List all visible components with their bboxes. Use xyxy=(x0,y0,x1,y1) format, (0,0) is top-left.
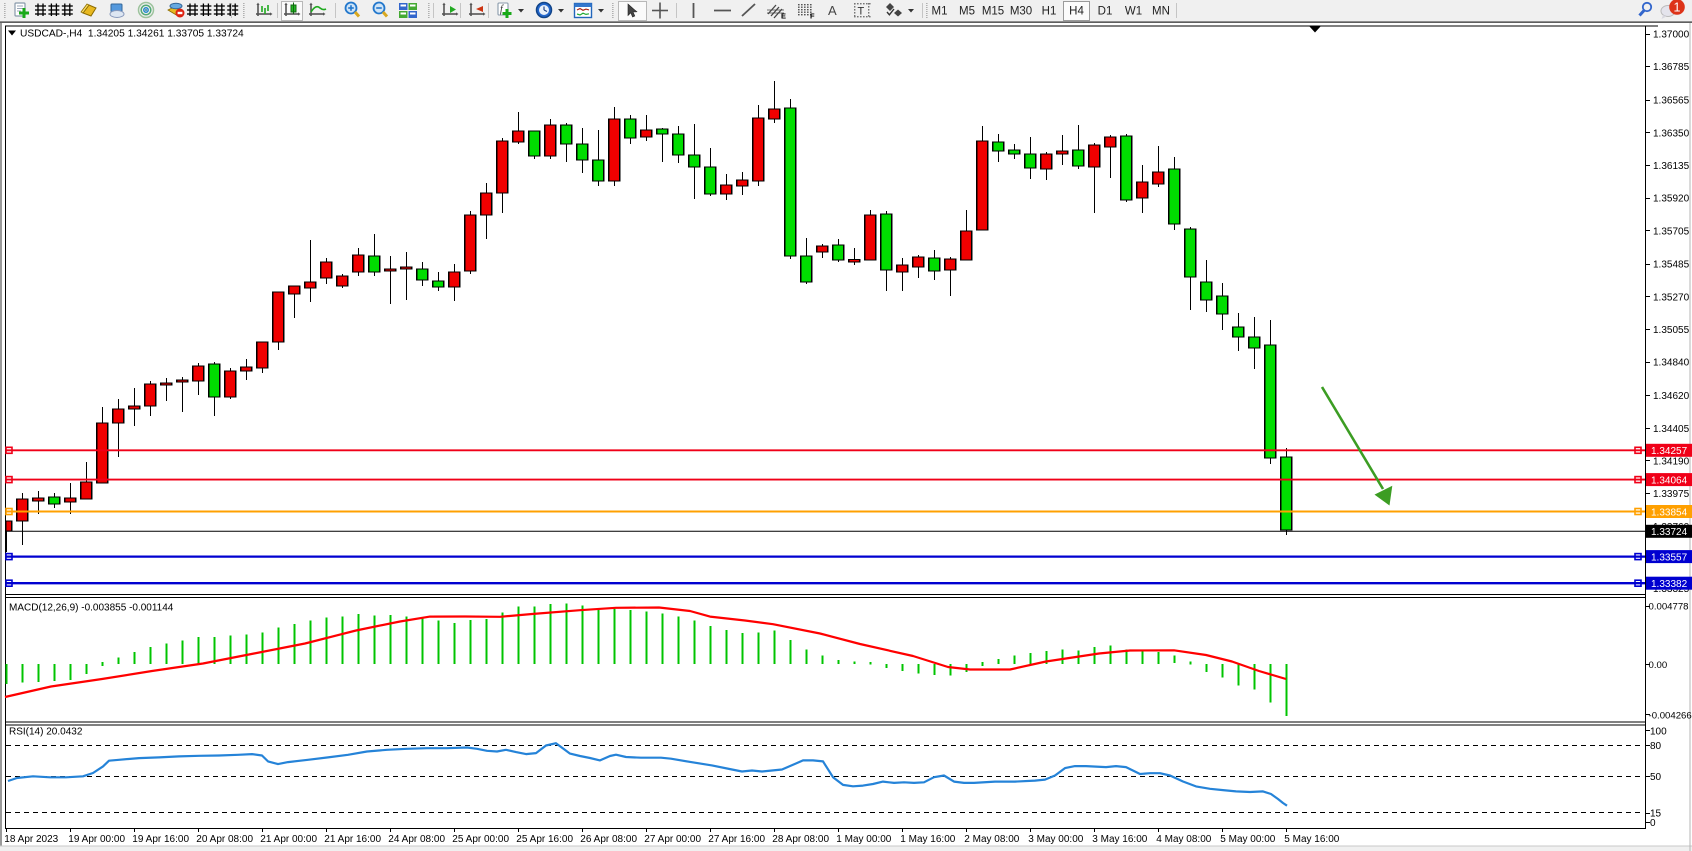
svg-text:1.36785: 1.36785 xyxy=(1653,62,1690,73)
svg-text:1.33975: 1.33975 xyxy=(1653,489,1690,500)
svg-text:27 Apr 16:00: 27 Apr 16:00 xyxy=(708,834,765,845)
svg-text:1: 1 xyxy=(1674,1,1681,15)
svg-text:3 May 00:00: 3 May 00:00 xyxy=(1028,834,1083,845)
svg-text:1.33854: 1.33854 xyxy=(1651,507,1688,518)
svg-text:1.36565: 1.36565 xyxy=(1653,96,1690,107)
svg-text:1.33382: 1.33382 xyxy=(1651,579,1688,590)
svg-text:MACD(12,26,9) -0.003855 -0.001: MACD(12,26,9) -0.003855 -0.001144 xyxy=(9,603,174,614)
svg-text:1.34190: 1.34190 xyxy=(1653,457,1690,468)
svg-text:f: f xyxy=(500,4,504,15)
svg-text:M15: M15 xyxy=(982,6,1004,18)
svg-text:18 Apr 2023: 18 Apr 2023 xyxy=(4,834,58,845)
svg-text:T: T xyxy=(858,6,865,18)
svg-text:H4: H4 xyxy=(1069,6,1084,18)
svg-text:1.34620: 1.34620 xyxy=(1653,391,1690,402)
svg-text:1.35485: 1.35485 xyxy=(1653,260,1690,271)
svg-text:RSI(14) 20.0432: RSI(14) 20.0432 xyxy=(9,727,83,738)
svg-text:D1: D1 xyxy=(1098,6,1113,18)
svg-text:1.34405: 1.34405 xyxy=(1653,424,1690,435)
svg-text:1.34257: 1.34257 xyxy=(1651,446,1688,457)
svg-text:-0.004266: -0.004266 xyxy=(1649,710,1692,721)
svg-text:4 May 08:00: 4 May 08:00 xyxy=(1156,834,1211,845)
svg-text:5 May 00:00: 5 May 00:00 xyxy=(1220,834,1275,845)
svg-text:25 Apr 16:00: 25 Apr 16:00 xyxy=(516,834,573,845)
svg-text:E: E xyxy=(781,12,786,21)
svg-text:26 Apr 08:00: 26 Apr 08:00 xyxy=(580,834,637,845)
svg-text:25 Apr 00:00: 25 Apr 00:00 xyxy=(452,834,509,845)
svg-text:1.35270: 1.35270 xyxy=(1653,292,1690,303)
svg-text:24 Apr 08:00: 24 Apr 08:00 xyxy=(388,834,445,845)
svg-text:20 Apr 08:00: 20 Apr 08:00 xyxy=(196,834,253,845)
svg-text:21 Apr 00:00: 21 Apr 00:00 xyxy=(260,834,317,845)
svg-text:1.34840: 1.34840 xyxy=(1653,358,1690,369)
svg-text:1.33557: 1.33557 xyxy=(1651,552,1688,563)
svg-text:1.33724: 1.33724 xyxy=(1651,527,1688,538)
svg-text:50: 50 xyxy=(1650,772,1662,783)
svg-text:M30: M30 xyxy=(1010,6,1032,18)
svg-text:0: 0 xyxy=(1650,818,1656,829)
svg-text:USDCAD-,H4 1.34205 1.34261 1.: USDCAD-,H4 1.34205 1.34261 1.33705 1.337… xyxy=(20,29,244,40)
svg-text:21 Apr 16:00: 21 Apr 16:00 xyxy=(324,834,381,845)
svg-text:M1: M1 xyxy=(932,6,948,18)
svg-text:1 May 00:00: 1 May 00:00 xyxy=(836,834,891,845)
svg-text:2 May 08:00: 2 May 08:00 xyxy=(964,834,1019,845)
svg-text:1.34064: 1.34064 xyxy=(1651,475,1688,486)
svg-text:A: A xyxy=(828,3,837,18)
svg-text:1.37000: 1.37000 xyxy=(1653,30,1690,41)
svg-text:100: 100 xyxy=(1650,726,1667,737)
svg-text:W1: W1 xyxy=(1125,6,1142,18)
svg-text:19 Apr 00:00: 19 Apr 00:00 xyxy=(68,834,125,845)
svg-text:15: 15 xyxy=(1650,809,1662,820)
svg-text:1.36350: 1.36350 xyxy=(1653,128,1690,139)
svg-text:80: 80 xyxy=(1650,741,1662,752)
svg-text:M5: M5 xyxy=(959,6,975,18)
svg-text:0.00: 0.00 xyxy=(1649,660,1668,671)
svg-text:28 Apr 08:00: 28 Apr 08:00 xyxy=(772,834,829,845)
svg-text:1.35055: 1.35055 xyxy=(1653,325,1690,336)
svg-text:1.36135: 1.36135 xyxy=(1653,161,1690,172)
svg-text:27 Apr 00:00: 27 Apr 00:00 xyxy=(644,834,701,845)
svg-text:3 May 16:00: 3 May 16:00 xyxy=(1092,834,1147,845)
svg-text:F: F xyxy=(810,12,815,21)
svg-text:19 Apr 16:00: 19 Apr 16:00 xyxy=(132,834,189,845)
svg-text:1.35705: 1.35705 xyxy=(1653,226,1690,237)
svg-text:0.004778: 0.004778 xyxy=(1649,602,1689,613)
svg-text:H1: H1 xyxy=(1042,6,1057,18)
svg-text:MN: MN xyxy=(1152,6,1170,18)
svg-text:5 May 16:00: 5 May 16:00 xyxy=(1284,834,1339,845)
svg-text:1 May 16:00: 1 May 16:00 xyxy=(900,834,955,845)
svg-text:1.35920: 1.35920 xyxy=(1653,194,1690,205)
